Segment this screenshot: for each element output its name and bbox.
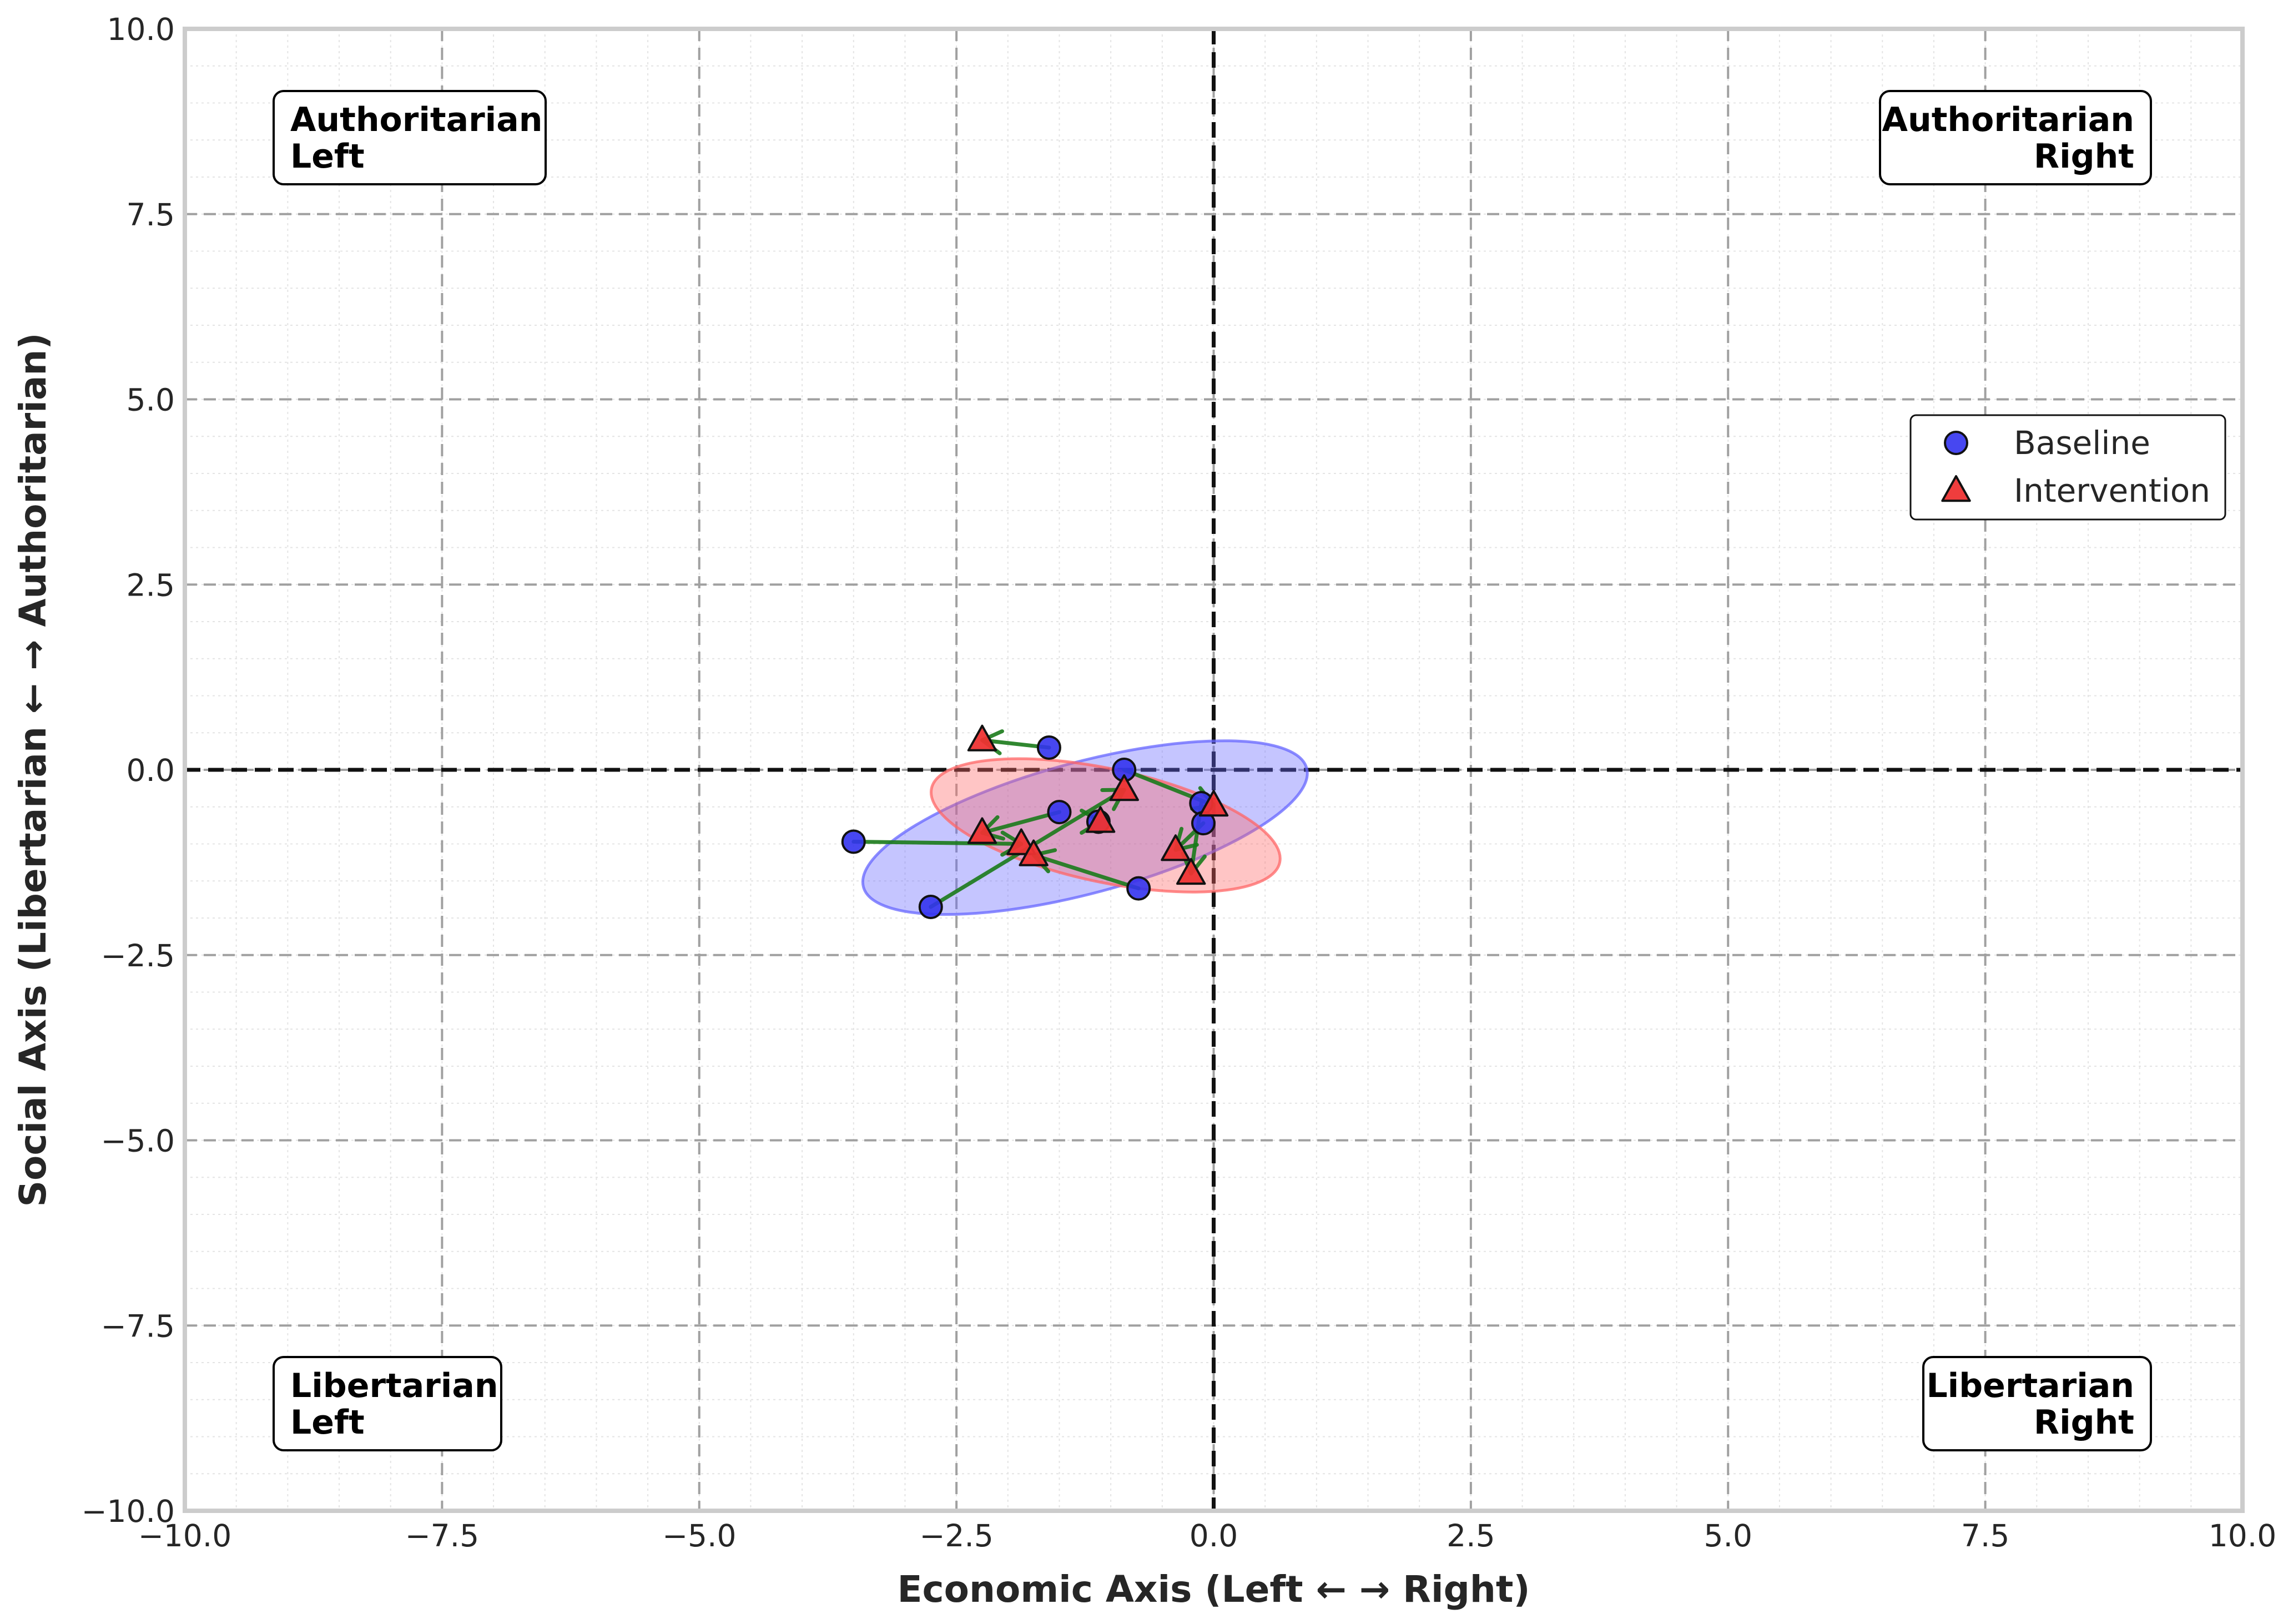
intervention-point	[1176, 858, 1206, 885]
plot-frame	[183, 27, 2245, 1513]
quadrant-label-authoritarian-right-text: Authoritarian	[1882, 100, 2134, 139]
legend-label: Baseline	[2014, 424, 2150, 462]
quadrant-label-libertarian-right-box	[1922, 1356, 2152, 1451]
y-tick-label: 10.0	[107, 12, 175, 47]
baseline-point	[1047, 800, 1072, 825]
intervention-point	[1006, 828, 1036, 855]
quadrant-label-authoritarian-right-text: Right	[2034, 137, 2134, 176]
intervention-point	[967, 724, 997, 752]
x-axis-label: Economic Axis (Left ← → Right)	[897, 1568, 1530, 1611]
x-tick-label: 0.0	[1190, 1518, 1238, 1554]
legend: Baseline Intervention	[1909, 414, 2226, 521]
shift-arrow-line	[980, 810, 1061, 835]
x-tick-label: −2.5	[919, 1518, 994, 1554]
quadrant-label-authoritarian-left-box	[273, 90, 547, 185]
intervention-point	[1085, 806, 1116, 833]
x-tick-label: 2.5	[1447, 1518, 1495, 1554]
quadrant-label-libertarian-left-box	[273, 1356, 502, 1451]
y-tick-label: −2.5	[100, 938, 175, 974]
x-tick-label: 7.5	[1961, 1518, 2009, 1554]
quadrant-label-libertarian-right-text: Libertarian	[1926, 1366, 2134, 1405]
y-tick-label: 7.5	[127, 197, 175, 233]
baseline-point	[1126, 876, 1151, 901]
legend-label: Intervention	[2014, 472, 2210, 510]
legend-marker-intervention	[1941, 475, 1971, 502]
data-points	[841, 724, 1229, 919]
y-tick-labels: −10.0 −7.5 −5.0 −2.5 0.0 2.5 5.0 7.5 10.0	[81, 12, 175, 1529]
y-tick-label: 5.0	[127, 382, 175, 418]
intervention-point	[1109, 774, 1139, 801]
intervention-point	[1019, 839, 1049, 866]
quadrant-label-authoritarian-left-text: Left	[290, 137, 365, 176]
y-tick-label: −5.0	[100, 1123, 175, 1159]
intervention-point	[1198, 790, 1229, 817]
baseline-point	[918, 894, 943, 919]
x-tick-label: −5.0	[662, 1518, 737, 1554]
y-tick-label: −10.0	[81, 1494, 175, 1529]
confidence-ellipses	[861, 739, 1309, 916]
baseline-ellipse	[861, 739, 1309, 916]
y-tick-label: 0.0	[127, 753, 175, 788]
y-tick-label: −7.5	[100, 1308, 175, 1344]
x-tick-label: 10.0	[2209, 1518, 2276, 1554]
zero-lines	[185, 29, 2242, 1511]
baseline-point	[1036, 735, 1061, 760]
quadrant-label-authoritarian-left-text: Authoritarian	[290, 100, 542, 139]
intervention-point	[1161, 834, 1191, 861]
x-tick-labels: −10.0 −7.5 −5.0 −2.5 0.0 2.5 5.0 7.5 10.0	[138, 1518, 2277, 1554]
quadrant-label-libertarian-left-text: Libertarian	[290, 1366, 498, 1405]
baseline-point	[841, 829, 866, 854]
quadrant-label-libertarian-right-text: Right	[2034, 1403, 2134, 1442]
shift-arrow-line	[1031, 853, 1141, 891]
quadrant-label-authoritarian-right-box	[1879, 90, 2152, 185]
intervention-point	[967, 817, 997, 844]
legend-marker-baseline	[1944, 431, 1968, 455]
y-axis-label: Social Axis (Libertarian ← → Authoritari…	[12, 332, 54, 1207]
x-tick-label: −7.5	[405, 1518, 480, 1554]
legend-box	[1909, 414, 2226, 521]
quadrant-label-libertarian-left-text: Left	[290, 1403, 365, 1442]
y-tick-label: 2.5	[127, 567, 175, 603]
x-tick-label: −10.0	[138, 1518, 232, 1554]
x-tick-label: 5.0	[1704, 1518, 1752, 1554]
quadrant-labels: AuthoritarianLeftAuthoritarianRightLiber…	[273, 90, 2152, 1451]
